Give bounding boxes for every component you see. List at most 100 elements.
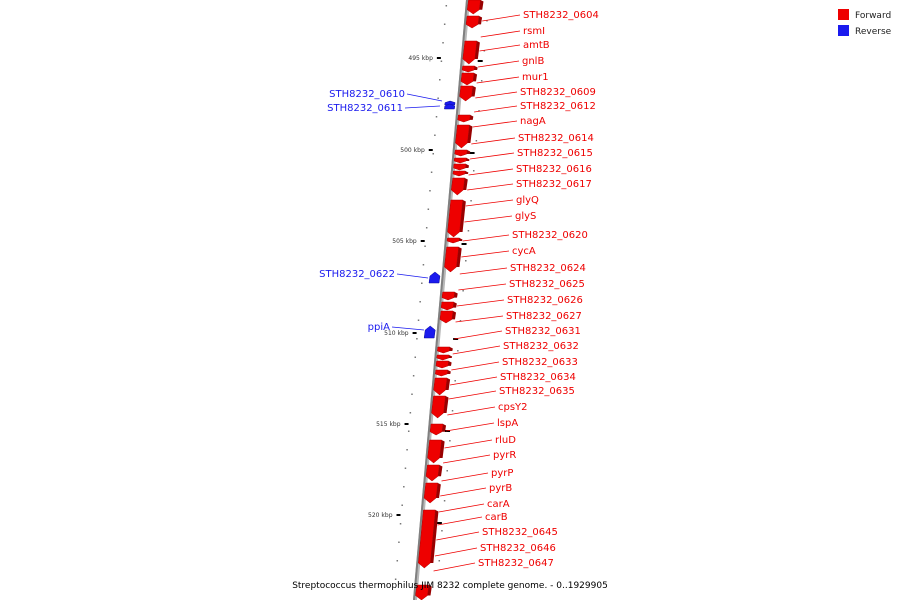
forward-gene-label[interactable]: mur1	[522, 72, 549, 83]
minor-tick-right	[451, 410, 454, 412]
forward-gene-arrow-side	[453, 302, 457, 308]
minor-tick-right	[438, 560, 441, 562]
forward-gene-label[interactable]: pyrR	[493, 450, 516, 461]
forward-gene-label[interactable]: STH8232_0635	[499, 386, 575, 397]
forward-gene-arrow	[454, 149, 468, 157]
forward-label-leader	[438, 503, 485, 513]
legend-label-reverse: Reverse	[855, 27, 892, 37]
forward-gene-arrow	[415, 584, 430, 600]
forward-gene-label[interactable]: STH8232_0646	[480, 543, 556, 554]
minor-tick-left	[419, 301, 421, 303]
forward-label-leader	[436, 531, 480, 541]
forward-gene-label[interactable]: rluD	[495, 435, 516, 446]
forward-gene-arrow	[444, 246, 459, 273]
forward-label-leader	[479, 44, 521, 52]
forward-label-leader	[456, 299, 505, 307]
minor-tick-right	[454, 380, 456, 382]
minor-tick-left	[401, 504, 403, 506]
forward-gene-label[interactable]: rsmI	[523, 26, 545, 37]
forward-gene-label[interactable]: nagA	[520, 116, 546, 127]
forward-gene-arrow	[453, 157, 467, 164]
minor-tick-right	[449, 440, 451, 442]
forward-gene-label[interactable]: STH8232_0620	[512, 230, 588, 241]
reverse-gene-label[interactable]: STH8232_0611	[327, 103, 403, 114]
forward-gene-label[interactable]: cycA	[512, 246, 536, 257]
forward-gene-arrow	[418, 509, 436, 569]
minor-tick-left	[437, 97, 439, 99]
genome-caption: Streptococcus thermophilus JIM 8232 comp…	[292, 581, 608, 591]
forward-label-leader	[449, 376, 498, 386]
minor-tick-right	[446, 470, 448, 472]
tick-label: 505 kbp	[392, 238, 417, 245]
minor-tick-left	[399, 523, 402, 525]
forward-gene-label[interactable]: STH8232_0647	[478, 558, 554, 569]
minor-tick-right	[441, 530, 443, 532]
forward-gene-label[interactable]: STH8232_0626	[507, 295, 583, 306]
forward-gene-label[interactable]: STH8232_0616	[516, 164, 592, 175]
forward-label-leader	[440, 487, 487, 497]
minor-tick-left	[414, 356, 417, 358]
forward-gene-arrow-side	[451, 311, 457, 320]
minor-tick-left	[394, 578, 397, 580]
forward-gene-label[interactable]: cpsY2	[498, 402, 528, 413]
forward-gene-arrow	[436, 354, 450, 361]
forward-gene-label[interactable]: amtB	[523, 40, 550, 51]
forward-gene-label[interactable]: STH8232_0612	[520, 101, 596, 112]
forward-gene-label[interactable]: STH8232_0632	[503, 341, 579, 352]
minor-tick-right	[462, 290, 464, 292]
forward-label-leader	[465, 199, 514, 207]
minor-tick-right	[443, 500, 446, 502]
forward-gene-label[interactable]: carB	[485, 512, 508, 523]
forward-gene-label[interactable]: STH8232_0634	[500, 372, 576, 383]
backbone-line	[413, 0, 468, 600]
forward-gene-label[interactable]: STH8232_0631	[505, 326, 581, 337]
forward-gene-label[interactable]: STH8232_0614	[518, 133, 594, 144]
forward-gene-arrow	[465, 15, 480, 29]
forward-gene-label[interactable]: STH8232_0624	[510, 263, 586, 274]
minor-tick-left	[424, 245, 426, 247]
forward-gene-label[interactable]: gnlB	[522, 56, 544, 67]
forward-gene-label[interactable]: lspA	[497, 418, 518, 429]
forward-gene-label[interactable]: STH8232_0633	[502, 357, 578, 368]
forward-gene-label[interactable]: STH8232_0625	[509, 279, 585, 290]
minor-tick-right	[478, 110, 480, 112]
forward-gene-label[interactable]: STH8232_0617	[516, 179, 592, 190]
forward-gene-arrow-side	[445, 378, 451, 390]
forward-gene-label[interactable]: STH8232_0604	[523, 10, 599, 21]
reverse-gene-label[interactable]: STH8232_0610	[329, 89, 405, 100]
gene-layer	[415, 0, 484, 600]
forward-label-leader	[452, 345, 501, 355]
forward-gene-label[interactable]: STH8232_0627	[506, 311, 582, 322]
forward-gene-arrow	[441, 291, 455, 301]
forward-label-leader	[447, 406, 496, 416]
minor-tick-left	[434, 134, 436, 136]
minor-tick-left	[421, 282, 423, 284]
minor-tick-left	[430, 171, 433, 173]
reverse-gene-arrow	[423, 325, 436, 339]
major-tick	[396, 514, 401, 516]
major-tick	[436, 57, 441, 59]
forward-gene-arrow	[423, 482, 439, 504]
reverse-gene-label[interactable]: ppiA	[368, 322, 390, 333]
forward-gene-arrow	[437, 346, 451, 354]
forward-gene-label[interactable]: carA	[487, 499, 510, 510]
forward-gene-arrow	[439, 310, 454, 324]
forward-gene-arrow-side	[464, 171, 469, 174]
label-layer: STH8232_0604 rsmI amtB gnlB mur1 STH8232_0609…	[319, 10, 599, 572]
tick-layer: 495 kbp 500 kbp 505 kbp 510 kbp 515 kbp 520 k…	[368, 5, 488, 580]
forward-gene-label[interactable]: STH8232_0615	[517, 148, 593, 159]
minor-tick-left	[406, 449, 408, 451]
forward-gene-label[interactable]: glyQ	[516, 195, 539, 206]
forward-label-leader	[441, 472, 489, 482]
forward-label-leader	[437, 516, 483, 526]
reverse-gene-label[interactable]: STH8232_0622	[319, 269, 395, 280]
forward-gene-arrow-side	[442, 424, 447, 432]
forward-gene-label[interactable]: STH8232_0609	[520, 87, 596, 98]
forward-gene-arrow-side	[466, 158, 470, 161]
forward-gene-label[interactable]: pyrB	[489, 483, 512, 494]
forward-gene-arrow	[435, 360, 449, 369]
forward-gene-label[interactable]: pyrP	[491, 468, 513, 479]
minor-tick-left	[425, 227, 428, 229]
forward-gene-label[interactable]: STH8232_0645	[482, 527, 558, 538]
forward-gene-label[interactable]: glyS	[515, 211, 536, 222]
